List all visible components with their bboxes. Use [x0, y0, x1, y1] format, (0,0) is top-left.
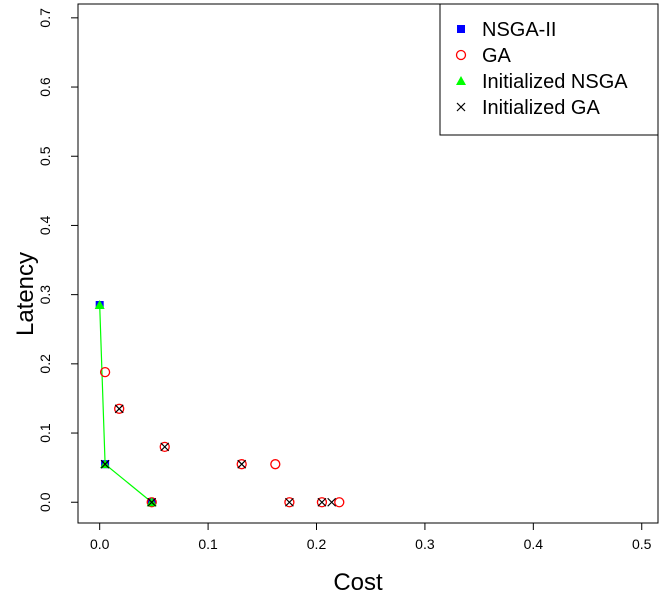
legend-label: Initialized NSGA — [482, 71, 628, 93]
x-axis: 0.0 0.1 0.2 0.3 0.4 0.5 — [90, 523, 652, 552]
y-tick-label: 0.1 — [37, 423, 53, 443]
initialized-ga-point — [237, 459, 247, 469]
legend: NSGA-II GA Initialized NSGA Initialized GA — [439, 3, 659, 136]
legend-label: GA — [482, 45, 512, 67]
legend-marker — [455, 49, 467, 61]
initialized-ga-point — [160, 442, 170, 452]
ga-point — [236, 459, 247, 470]
ga-point — [99, 366, 111, 378]
ga-point — [114, 403, 125, 414]
ga-point — [316, 497, 328, 508]
x-tick-label: 0.1 — [198, 536, 218, 552]
y-tick-label: 0.3 — [37, 285, 53, 305]
y-tick-label: 0.4 — [37, 215, 53, 235]
y-tick-label: 0.2 — [37, 354, 53, 374]
plot-frame — [77, 3, 659, 524]
ga-point — [270, 459, 281, 470]
x-tick-label: 0.5 — [632, 536, 652, 552]
initialized-nsga-point — [94, 300, 105, 310]
x-tick-label: 0.3 — [415, 536, 435, 552]
initialized-ga-point — [327, 497, 337, 507]
series-line — [99, 304, 153, 503]
initialized-ga-point — [317, 497, 327, 507]
y-tick-label: 0.0 — [37, 492, 53, 512]
y-axis: 0.0 0.1 0.2 0.3 0.4 0.5 0.6 0.7 — [37, 8, 78, 512]
legend-box — [439, 3, 659, 136]
y-tick-label: 0.7 — [37, 8, 53, 28]
ga-point — [284, 497, 295, 508]
y-tick-label: 0.5 — [37, 146, 53, 166]
x-tick-label: 0.0 — [90, 536, 110, 552]
x-tick-label: 0.4 — [524, 536, 544, 552]
legend-label: NSGA-II — [482, 19, 556, 41]
initialized-ga-point — [147, 497, 157, 507]
data-points — [94, 300, 345, 508]
initialized-ga-point — [100, 459, 110, 469]
ga-point — [159, 441, 170, 453]
y-axis-title: Latency — [12, 252, 39, 336]
x-axis-title: Cost — [333, 569, 383, 596]
x-tick-label: 0.2 — [307, 536, 327, 552]
y-tick-label: 0.6 — [37, 77, 53, 97]
ga-point — [334, 497, 345, 508]
legend-marker — [457, 25, 465, 33]
initialized-ga-point — [114, 404, 124, 414]
legend-label: Initialized GA — [482, 97, 600, 119]
initialized-ga-point — [284, 497, 294, 507]
legend-marker — [456, 102, 466, 112]
series-lines — [99, 304, 153, 503]
legend-marker — [456, 76, 466, 85]
